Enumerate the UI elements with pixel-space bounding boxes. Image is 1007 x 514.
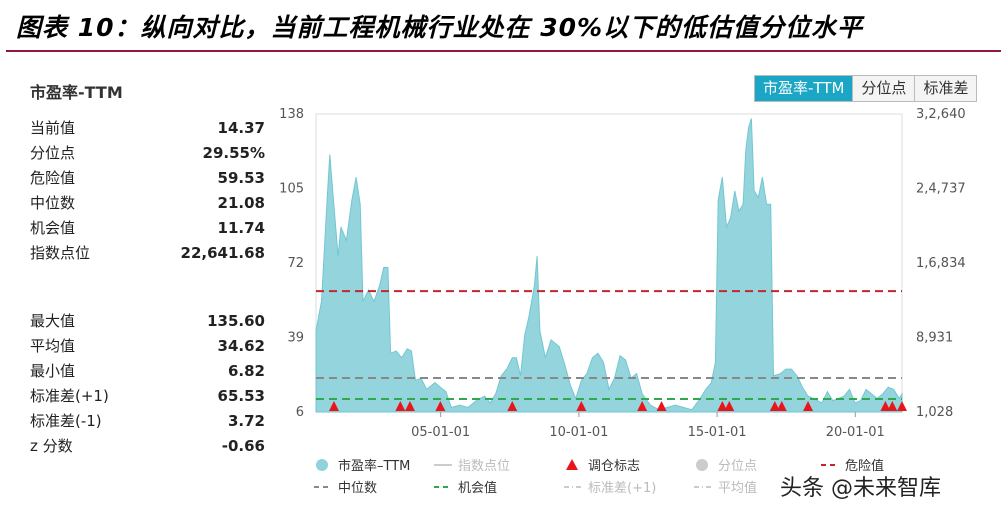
y-left-tick-label: 105 — [279, 182, 304, 197]
legend-label: 指数点位 — [458, 459, 510, 474]
y-left-tick-label: 6 — [296, 405, 304, 420]
stat-row: 指数点位 22,641.68 — [30, 240, 265, 265]
stat-label: 分位点 — [30, 144, 76, 162]
stat-label: 标准差(+1) — [30, 387, 109, 405]
stat-label: z 分数 — [30, 437, 73, 455]
stat-row: 机会值 11.74 — [30, 215, 265, 240]
stat-row: 危险值 59.53 — [30, 165, 265, 190]
rebalance-marker — [404, 401, 415, 411]
stat-value: 3.72 — [227, 411, 265, 430]
stat-value: -0.66 — [221, 436, 265, 455]
stats-history-group: 最大值 135.60 平均值 34.62 最小值 6.82 标准差(+1) 65.53 … — [30, 308, 265, 458]
rebalance-marker — [776, 401, 787, 411]
stat-label: 当前值 — [30, 119, 76, 137]
tab-percentile[interactable]: 分位点 — [852, 76, 915, 101]
metric-tabs: 市盈率-TTM 分位点 标准差 — [754, 75, 978, 102]
rebalance-marker — [769, 401, 780, 411]
rebalance-marker — [395, 401, 406, 411]
stat-value: 21.08 — [217, 193, 265, 212]
legend-label: 中位数 — [338, 481, 377, 496]
legend-swatch-circle — [316, 459, 328, 471]
legend-label: 市盈率–TTM — [338, 458, 410, 474]
y-right-tick-label: 1,028 — [916, 405, 953, 420]
stat-value: 34.62 — [217, 336, 265, 355]
stat-label: 平均值 — [30, 337, 76, 355]
stat-value: 65.53 — [217, 386, 265, 405]
rebalance-marker — [656, 401, 667, 411]
rebalance-marker — [717, 401, 728, 411]
stat-row: 标准差(-1) 3.72 — [30, 408, 265, 433]
metric-title: 市盈率-TTM — [30, 83, 123, 102]
legend-swatch-circle — [696, 459, 708, 471]
x-tick-label: 15-01-01 — [688, 425, 747, 440]
y-right-tick-label: 8,931 — [916, 331, 953, 346]
stat-row: 最小值 6.82 — [30, 358, 265, 383]
legend-label: 机会值 — [458, 480, 497, 496]
y-right-tick-label: 3,2,640 — [916, 107, 966, 122]
stat-label: 危险值 — [30, 169, 76, 187]
legend-label: 平均值 — [718, 480, 757, 496]
rebalance-marker — [897, 401, 907, 411]
y-left-tick-label: 138 — [279, 107, 304, 122]
rebalance-marker — [724, 401, 735, 411]
rebalance-marker — [576, 401, 587, 411]
y-left-tick-label: 39 — [287, 331, 304, 346]
rebalance-marker — [435, 401, 446, 411]
stat-label: 机会值 — [30, 219, 76, 237]
stat-row: 平均值 34.62 — [30, 333, 265, 358]
stat-value: 14.37 — [217, 118, 265, 137]
legend-label: 分位点 — [718, 459, 757, 474]
stat-row: 最大值 135.60 — [30, 308, 265, 333]
stat-value: 29.55% — [202, 143, 265, 162]
y-left-tick-label: 72 — [287, 256, 304, 271]
stat-row: 标准差(+1) 65.53 — [30, 383, 265, 408]
rebalance-marker — [880, 401, 891, 411]
rebalance-marker — [507, 401, 518, 411]
stat-label: 指数点位 — [30, 244, 91, 262]
x-tick-label: 10-01-01 — [549, 425, 608, 440]
watermark: 头条 @未来智库 — [780, 476, 941, 501]
rebalance-marker — [328, 401, 339, 411]
stat-label: 中位数 — [30, 194, 76, 212]
tab-pe-ttm[interactable]: 市盈率-TTM — [755, 76, 853, 101]
legend-swatch-triangle — [566, 459, 578, 470]
stat-row: 分位点 29.55% — [30, 140, 265, 165]
tab-std-dev[interactable]: 标准差 — [914, 76, 977, 101]
stat-row: z 分数 -0.66 — [30, 433, 265, 458]
stat-label: 最小值 — [30, 362, 76, 380]
stat-value: 22,641.68 — [180, 243, 265, 262]
rebalance-marker — [803, 401, 814, 411]
figure-title: 图表 10：纵向对比，当前工程机械行业处在 30%以下的低估值分位水平 — [16, 13, 864, 42]
y-right-tick-label: 2,4,737 — [916, 182, 966, 197]
x-tick-label: 20-01-01 — [826, 425, 885, 440]
legend-label: 危险值 — [845, 458, 884, 474]
legend-label: 标准差(+1) — [588, 481, 656, 496]
stat-row: 当前值 14.37 — [30, 115, 265, 140]
stat-value: 135.60 — [207, 311, 265, 330]
stat-value: 6.82 — [227, 361, 265, 380]
stat-value: 11.74 — [217, 218, 265, 237]
stat-label: 标准差(-1) — [30, 412, 102, 430]
pe-area-series — [315, 118, 903, 413]
stat-row: 中位数 21.08 — [30, 190, 265, 215]
stats-current-group: 当前值 14.37 分位点 29.55% 危险值 59.53 中位数 21.08 机会值… — [30, 115, 265, 265]
stat-value: 59.53 — [217, 168, 265, 187]
x-tick-label: 05-01-01 — [411, 425, 470, 440]
rebalance-marker — [637, 401, 648, 411]
stat-label: 最大值 — [30, 312, 76, 330]
legend-label: 调仓标志 — [588, 459, 640, 474]
title-divider — [6, 50, 1001, 52]
rebalance-marker — [887, 401, 898, 411]
y-right-tick-label: 1,6,834 — [916, 256, 966, 271]
